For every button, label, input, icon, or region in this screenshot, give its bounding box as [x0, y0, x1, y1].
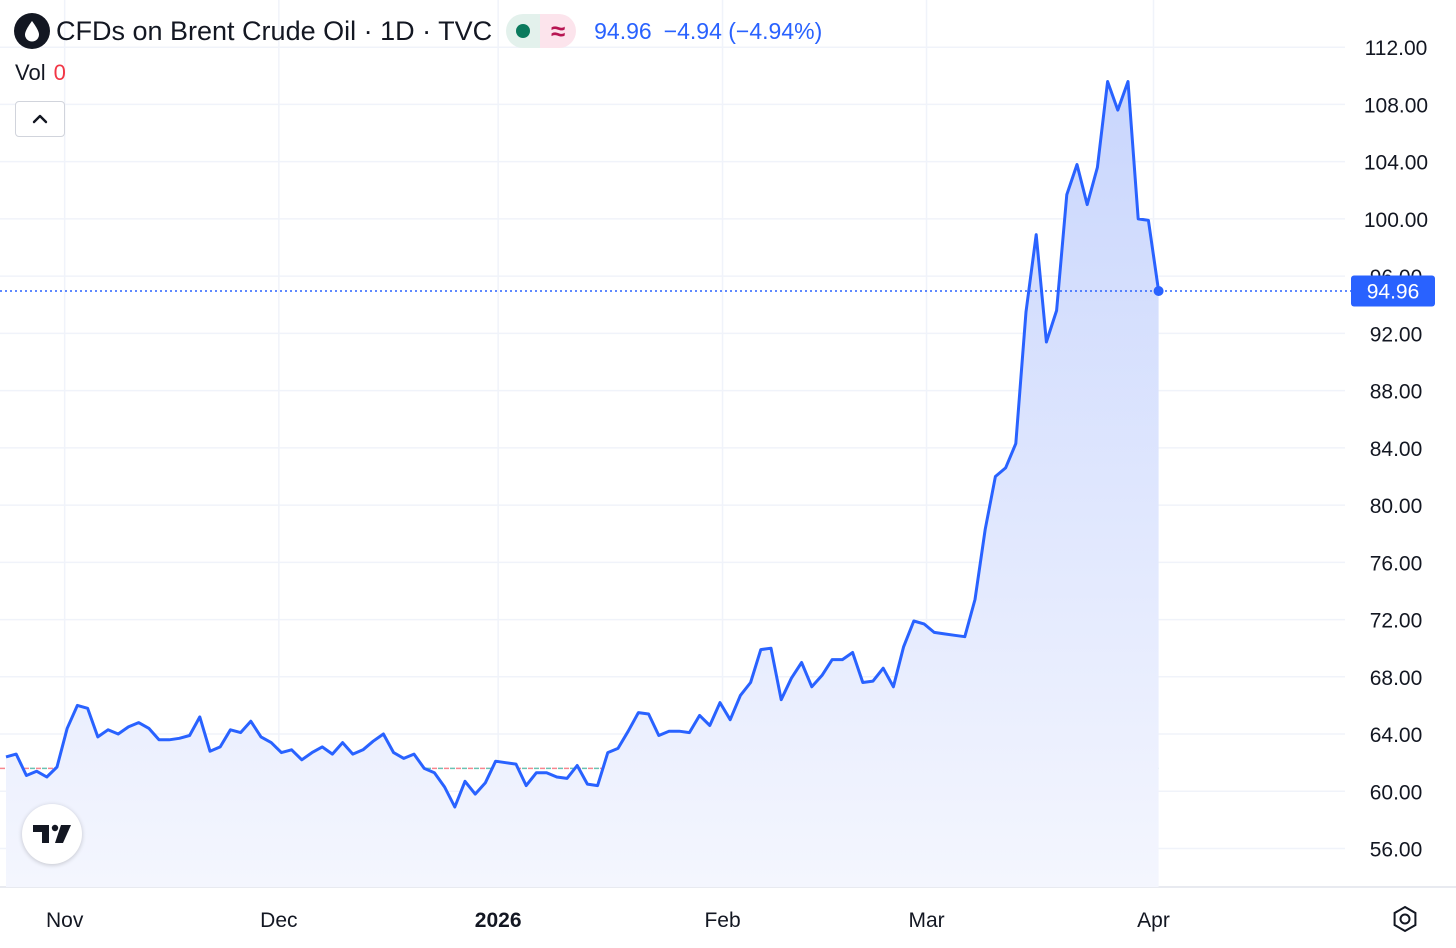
x-tick-label: Feb	[704, 909, 740, 932]
symbol-title[interactable]: CFDs on Brent Crude Oil · 1D · TVC	[56, 15, 493, 46]
chevron-up-icon	[32, 114, 48, 124]
x-tick-label: 2026	[475, 909, 522, 932]
y-tick-label: 68.00	[1370, 667, 1423, 690]
last-price-dot	[1153, 286, 1164, 297]
x-tick-label: Nov	[46, 909, 84, 932]
symbol-legend: CFDs on Brent Crude Oil · 1D · TVC ≈ 94.…	[14, 10, 822, 52]
x-tick-label: Mar	[908, 909, 944, 932]
market-status[interactable]: ≈	[506, 14, 577, 48]
y-tick-label: 112.00	[1365, 37, 1428, 60]
volume-value: 0	[53, 60, 66, 85]
y-tick-label: 64.00	[1370, 724, 1423, 747]
price-line[interactable]	[5, 80, 1161, 809]
oil-drop-icon[interactable]	[14, 13, 50, 49]
x-tick-label: Apr	[1137, 909, 1170, 932]
volume-label: Vol	[15, 60, 46, 85]
y-tick-label: 92.00	[1370, 323, 1423, 346]
y-tick-label: 76.00	[1370, 552, 1423, 575]
x-tick-label: Dec	[260, 909, 297, 932]
price-change: −4.94 (−4.94%)	[663, 17, 823, 44]
y-tick-label: 104.00	[1364, 152, 1428, 175]
collapse-legend-button[interactable]	[15, 101, 65, 137]
y-tick-label: 84.00	[1370, 438, 1423, 461]
data-delay-icon[interactable]: ≈	[540, 14, 577, 48]
price-area-fill	[6, 81, 1159, 887]
y-tick-label: 108.00	[1364, 94, 1428, 117]
y-tick-label: 80.00	[1370, 495, 1423, 518]
last-price-label-text: 94.96	[1367, 281, 1420, 304]
price-axis[interactable]: 112.00108.00104.00100.0096.0092.0088.008…	[1364, 37, 1428, 861]
market-open-dot-icon[interactable]	[506, 14, 541, 48]
volume-legend[interactable]: Vol 0	[15, 60, 66, 86]
y-tick-label: 88.00	[1370, 381, 1423, 404]
last-price-value: 94.96	[594, 17, 652, 44]
y-tick-label: 56.00	[1370, 839, 1423, 862]
y-tick-label: 60.00	[1370, 781, 1423, 804]
time-axis[interactable]: Nov Dec 2026 Feb Mar Apr	[46, 909, 1170, 932]
y-tick-label: 72.00	[1370, 610, 1423, 633]
last-price-label: 94.96	[1351, 275, 1435, 307]
tradingview-logo-icon[interactable]	[22, 804, 82, 864]
gear-icon[interactable]	[1390, 904, 1420, 934]
y-tick-label: 100.00	[1364, 209, 1428, 232]
